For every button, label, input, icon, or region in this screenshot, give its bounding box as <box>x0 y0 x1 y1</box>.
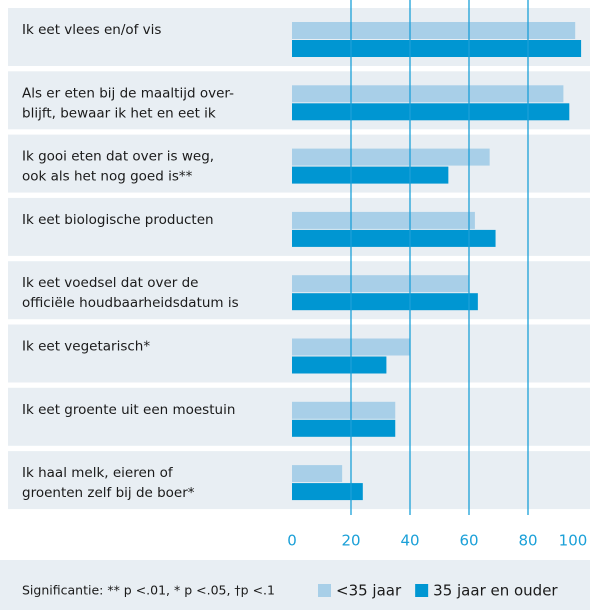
legend-swatch <box>318 584 331 597</box>
bar <box>292 166 449 184</box>
bar <box>292 275 469 293</box>
bar <box>292 419 396 437</box>
category-label: Ik haal melk, eieren of <box>22 465 174 481</box>
bar <box>292 22 576 39</box>
category-label: Ik gooi eten dat over is weg, <box>22 149 214 165</box>
category-label: Ik eet groente uit een moestuin <box>22 402 235 418</box>
legend-swatch <box>415 584 429 597</box>
footer-background <box>0 560 590 610</box>
bar <box>292 103 570 121</box>
category-label: ook als het nog goed is** <box>22 169 193 185</box>
bar <box>292 229 496 247</box>
category-label: Ik eet vlees en/of vis <box>22 22 161 38</box>
category-label: Als er eten bij de maaltijd over- <box>22 85 234 101</box>
bar <box>292 465 343 483</box>
legend-label: <35 jaar <box>336 582 402 600</box>
legend-label: 35 jaar en ouder <box>433 582 558 600</box>
category-label: Ik eet voedsel dat over de <box>22 275 199 291</box>
bar <box>292 356 387 374</box>
x-tick-label: 0 <box>287 532 297 550</box>
x-tick-label: 20 <box>341 532 360 550</box>
category-label: officiële houdbaarheidsdatum is <box>22 295 239 311</box>
bar <box>292 483 363 501</box>
x-tick-label: 40 <box>400 532 419 550</box>
bar <box>292 401 396 419</box>
x-tick-label: 60 <box>459 532 478 550</box>
bar <box>292 148 490 166</box>
x-tick-label: 100 <box>559 532 588 550</box>
x-tick-label: 80 <box>518 532 537 550</box>
bar <box>292 40 582 57</box>
bar <box>292 85 564 103</box>
bar <box>292 293 478 311</box>
bar <box>292 211 475 229</box>
bars <box>292 22 582 501</box>
category-label: Ik eet vegetarisch* <box>22 339 150 355</box>
category-label: groenten zelf bij de boer* <box>22 485 195 501</box>
category-label: Ik eet biologische producten <box>22 212 214 228</box>
footnote: Significantie: ** p <.01, * p <.05, †p <… <box>22 583 275 598</box>
category-label: blijft, bewaar ik het en eet ik <box>22 105 216 121</box>
